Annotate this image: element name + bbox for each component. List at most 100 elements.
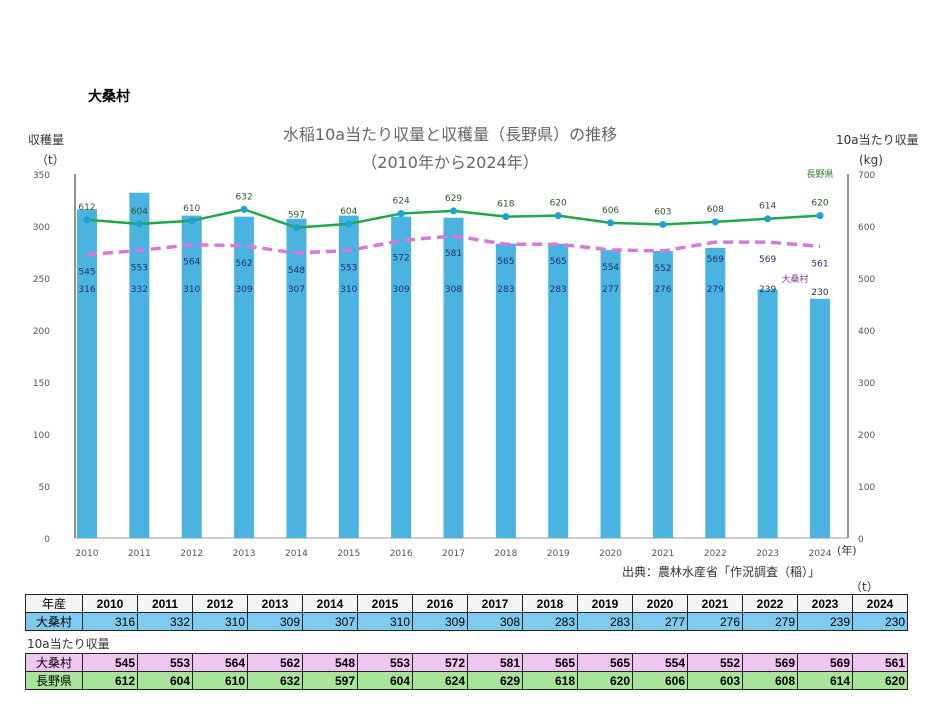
year-cell: 2015 xyxy=(357,594,413,613)
bar-2014 xyxy=(286,218,307,538)
harvest-cell: 309 xyxy=(412,612,468,631)
nagano-yield-cell: 604 xyxy=(357,671,413,690)
village-yield-cell: 569 xyxy=(797,653,853,672)
village-yield-data-label: 581 xyxy=(445,249,462,259)
left-tick-label: 350 xyxy=(33,171,50,181)
x-axis-unit: (年) xyxy=(837,543,857,557)
left-axis-label: 収穫量 xyxy=(28,133,64,147)
year-cell: 2018 xyxy=(522,594,578,613)
header-row: 年産 2010 2011 2012 2013 2014 2015 2016 2017 2018 2… xyxy=(25,594,908,613)
nagano-yield-cell: 620 xyxy=(577,671,633,690)
village-yield-data-label: 554 xyxy=(602,263,619,273)
nagano-yield-data-label: 606 xyxy=(602,206,619,216)
harvest-cell: 310 xyxy=(192,612,248,631)
nagano-yield-point xyxy=(83,216,91,224)
nagano-yield-cell: 614 xyxy=(797,671,853,690)
legend-village: 大桑村 xyxy=(781,273,808,285)
village-yield-cell: 545 xyxy=(82,653,138,672)
nagano-yield-point xyxy=(240,205,248,213)
x-tick-label: 2013 xyxy=(233,549,256,559)
x-tick-label: 2012 xyxy=(180,549,203,559)
village-yield-cell: 553 xyxy=(137,653,193,672)
village-yield-data-label: 553 xyxy=(131,263,148,273)
x-tick-label: 2019 xyxy=(547,549,570,559)
village-yield-cell: 569 xyxy=(742,653,798,672)
left-tick-label: 100 xyxy=(33,431,50,441)
x-tick-label: 2017 xyxy=(442,549,465,559)
village-yield-data-label: 569 xyxy=(707,255,724,265)
village-yield-data-label: 565 xyxy=(550,257,567,267)
chart-subtitle: （2010年から2024年） xyxy=(361,153,538,172)
bar-data-label: 239 xyxy=(759,285,776,295)
nagano-yield-data-label: 604 xyxy=(340,207,357,217)
bar-data-label: 332 xyxy=(131,285,148,295)
bar-2017 xyxy=(443,217,464,538)
bar-2023 xyxy=(757,289,778,538)
nagano-yield-data-label: 614 xyxy=(759,202,776,212)
year-cell: 2013 xyxy=(247,594,303,613)
x-tick-label: 2014 xyxy=(285,549,308,559)
village-yield-cell: 552 xyxy=(687,653,743,672)
bar-data-label: 309 xyxy=(235,285,252,295)
row-label: 大桑村 xyxy=(25,653,83,672)
village-yield-data-label: 572 xyxy=(393,254,410,264)
x-tick-label: 2015 xyxy=(337,549,360,559)
village-yield-data-label: 564 xyxy=(183,258,200,268)
harvest-cell: 279 xyxy=(742,612,798,631)
nagano-yield-cell: 604 xyxy=(137,671,193,690)
right-tick-label: 400 xyxy=(858,327,875,337)
nagano-yield-data-label: 610 xyxy=(183,204,200,214)
nagano-yield-data-label: 604 xyxy=(131,207,148,217)
x-tick-label: 2022 xyxy=(704,549,727,559)
nagano-yield-data-label: 624 xyxy=(393,197,410,207)
year-cell: 2019 xyxy=(577,594,633,613)
village-yield-cell: 554 xyxy=(632,653,688,672)
bar-data-label: 307 xyxy=(288,285,305,295)
village-yield-line xyxy=(86,234,821,257)
nagano-yield-data-label: 620 xyxy=(811,199,828,209)
x-tick-label: 2018 xyxy=(494,549,517,559)
yield-row-nagano: 長野県 612 604 610 632 597 604 624 629 618 620 606 603… xyxy=(25,671,908,690)
bar-data-label: 308 xyxy=(445,285,462,295)
x-tick-label: 2024 xyxy=(809,549,832,559)
nagano-yield-point xyxy=(397,210,405,218)
chart-title: 水稲10a当たり収量と収穫量（長野県）の推移 xyxy=(283,125,617,144)
left-tick-label: 300 xyxy=(33,223,50,233)
bar-data-label: 230 xyxy=(811,288,828,298)
nagano-yield-cell: 632 xyxy=(247,671,303,690)
bar-data-label: 309 xyxy=(393,285,410,295)
year-cell: 2017 xyxy=(467,594,523,613)
nagano-yield-point xyxy=(502,213,510,221)
village-yield-cell: 561 xyxy=(852,653,908,672)
right-tick-label: 700 xyxy=(858,171,875,181)
year-cell: 2022 xyxy=(742,594,798,613)
bar-data-label: 310 xyxy=(340,285,357,295)
nagano-yield-cell: 610 xyxy=(192,671,248,690)
x-tick-label: 2021 xyxy=(651,549,674,559)
left-tick-label: 50 xyxy=(39,483,51,493)
harvest-cell: 230 xyxy=(852,612,908,631)
bar-2018 xyxy=(495,243,516,538)
nagano-yield-point xyxy=(816,212,824,220)
bar-2020 xyxy=(600,249,621,539)
nagano-yield-cell: 618 xyxy=(522,671,578,690)
x-tick-label: 2016 xyxy=(390,549,413,559)
nagano-yield-cell: 603 xyxy=(687,671,743,690)
bar-2010 xyxy=(77,209,97,539)
x-tick-label: 2020 xyxy=(599,549,622,559)
x-tick-label: 2010 xyxy=(76,549,99,559)
nagano-yield-data-label: 618 xyxy=(497,200,514,210)
bar-2016 xyxy=(391,216,412,538)
right-tick-label: 600 xyxy=(858,223,875,233)
village-yield-data-label: 552 xyxy=(654,264,671,274)
harvest-cell: 332 xyxy=(137,612,193,631)
right-tick-label: 300 xyxy=(858,379,875,389)
bar-data-label: 310 xyxy=(183,285,200,295)
village-yield-data-label: 561 xyxy=(811,259,828,269)
left-tick-label: 0 xyxy=(44,535,50,545)
left-tick-label: 150 xyxy=(33,379,50,389)
village-yield-data-label: 553 xyxy=(340,263,357,273)
nagano-yield-point xyxy=(188,217,196,225)
harvest-cell: 308 xyxy=(467,612,523,631)
nagano-yield-point xyxy=(554,212,562,220)
